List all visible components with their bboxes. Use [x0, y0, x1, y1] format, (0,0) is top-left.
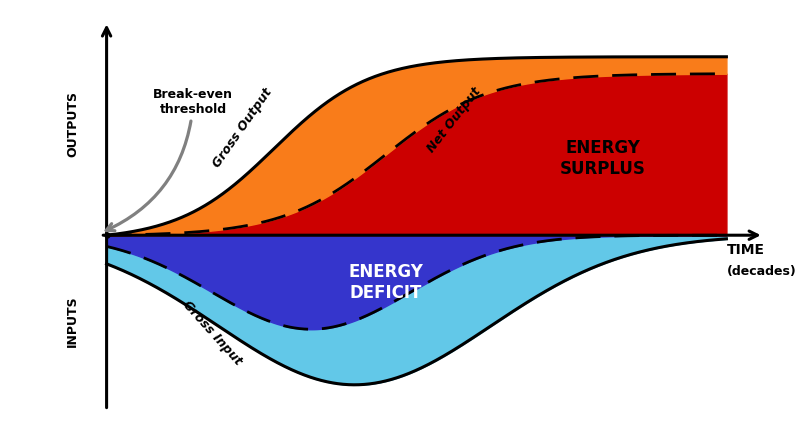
Text: Gross Input: Gross Input [180, 299, 244, 368]
Text: Gross Output: Gross Output [210, 86, 275, 171]
Text: Break-even
threshold: Break-even threshold [106, 88, 234, 231]
Text: ENERGY
SURPLUS: ENERGY SURPLUS [559, 139, 646, 178]
Text: INPUTS: INPUTS [66, 295, 79, 346]
Text: TIME: TIME [726, 243, 765, 257]
Text: Net Output: Net Output [424, 85, 483, 155]
Text: (decades): (decades) [726, 265, 796, 278]
Text: OUTPUTS: OUTPUTS [66, 91, 79, 157]
Text: ENERGY
DEFICIT: ENERGY DEFICIT [348, 263, 423, 302]
